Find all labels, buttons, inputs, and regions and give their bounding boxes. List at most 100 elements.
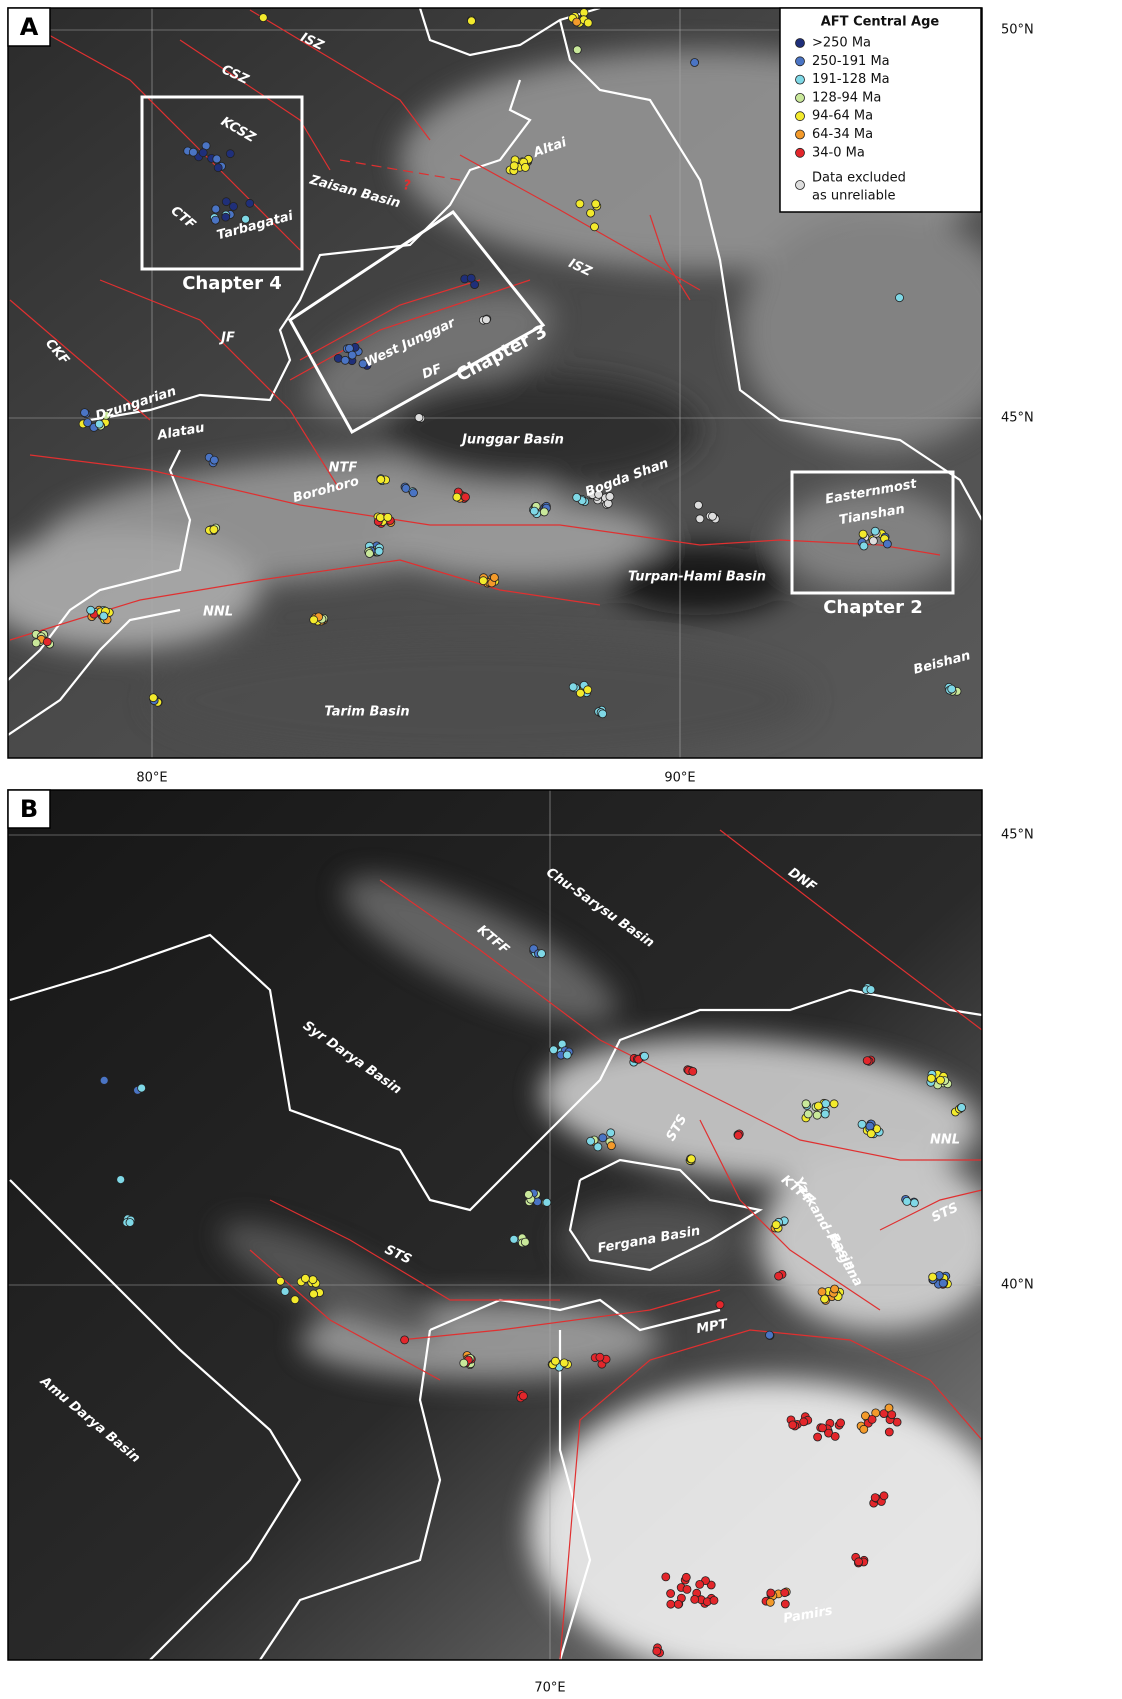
sample-point: [869, 537, 877, 545]
map-label: JF: [218, 331, 235, 346]
legend-swatch: [796, 181, 805, 190]
sample-point: [366, 550, 374, 558]
sample-point: [126, 1219, 134, 1227]
sample-point: [716, 1301, 724, 1309]
sample-point: [213, 155, 221, 163]
sample-point: [309, 1276, 317, 1284]
sample-point: [189, 148, 197, 156]
sample-point: [819, 1424, 827, 1432]
map-label: Tarim Basin: [324, 705, 409, 720]
sample-point: [958, 1104, 966, 1112]
sample-point: [87, 606, 95, 614]
map-label: NNL: [930, 1133, 960, 1148]
sample-point: [599, 1134, 607, 1142]
sample-point: [863, 1057, 871, 1065]
sample-point: [821, 1295, 829, 1303]
sample-point: [384, 513, 392, 521]
sample-point: [117, 1176, 125, 1184]
map-label: NNL: [203, 605, 233, 620]
sample-point: [822, 1100, 830, 1108]
sample-point: [569, 683, 577, 691]
map-label: Turpan-Hami Basin: [628, 570, 766, 585]
sample-point: [800, 1418, 808, 1426]
sample-point: [789, 1421, 797, 1429]
sample-point: [341, 356, 349, 364]
sample-point: [587, 209, 595, 217]
sample-point: [696, 1580, 704, 1588]
legend-label: 34-0 Ma: [812, 145, 865, 160]
legend-label: 191-128 Ma: [812, 72, 890, 87]
sample-point: [81, 409, 89, 417]
sample-point: [694, 501, 702, 509]
sample-point: [821, 1110, 829, 1118]
latitude-label: 45°N: [1001, 828, 1034, 843]
legend-label: >250 Ma: [812, 36, 871, 51]
sample-point: [510, 1235, 518, 1243]
latitude-label: 50°N: [1001, 23, 1034, 38]
sample-point: [521, 163, 529, 171]
sample-point: [867, 1130, 875, 1138]
sample-point: [903, 1197, 911, 1205]
sample-point: [573, 493, 581, 501]
legend-label: 64-34 Ma: [812, 127, 873, 142]
sample-point: [606, 493, 614, 501]
sample-point: [573, 18, 581, 26]
sample-point: [674, 1600, 682, 1608]
sample-point: [415, 414, 423, 422]
sample-point: [462, 493, 470, 501]
sample-point: [210, 526, 218, 534]
sample-point: [767, 1589, 775, 1597]
sample-point: [948, 685, 956, 693]
sample-point: [837, 1419, 845, 1427]
figure: AB50°N45°N45°N40°N80°E90°E70°ECSZISZKCSZ…: [0, 0, 1122, 1699]
sample-point: [604, 500, 612, 508]
sample-point: [689, 1067, 697, 1075]
sample-point: [880, 1492, 888, 1500]
sample-point: [830, 1100, 838, 1108]
sample-point: [573, 46, 581, 54]
map-label: ?: [403, 179, 411, 194]
sample-point: [781, 1600, 789, 1608]
sample-point: [540, 508, 548, 516]
sample-point: [584, 686, 592, 694]
sample-point: [490, 574, 498, 582]
sample-point: [641, 1052, 649, 1060]
sample-point: [584, 19, 592, 27]
sample-point: [667, 1590, 675, 1598]
longitude-label: 80°E: [136, 771, 167, 786]
sample-point: [868, 1415, 876, 1423]
sample-point: [576, 689, 584, 697]
map-label: NTF: [329, 461, 358, 476]
sample-point: [591, 223, 599, 231]
sample-point: [929, 1273, 937, 1281]
legend-swatch: [796, 130, 805, 139]
sample-point: [691, 1595, 699, 1603]
sample-point: [687, 1155, 695, 1163]
map-label: Chapter 2: [823, 597, 923, 618]
legend-swatch: [796, 93, 805, 102]
page: {"panels": [ {"letter": "A", "lat_labels…: [0, 0, 1122, 1699]
sample-point: [259, 14, 267, 22]
sample-point: [530, 507, 538, 515]
sample-point: [149, 694, 157, 702]
sample-point: [596, 1353, 604, 1361]
longitude-label: 70°E: [534, 1681, 565, 1696]
sample-point: [377, 476, 385, 484]
sample-point: [310, 616, 318, 624]
sample-point: [734, 1131, 742, 1139]
sample-point: [538, 950, 546, 958]
sample-point: [802, 1100, 810, 1108]
sample-point: [563, 1051, 571, 1059]
sample-point: [199, 149, 207, 157]
legend-swatch: [796, 75, 805, 84]
sample-point: [696, 515, 704, 523]
sample-point: [814, 1102, 822, 1110]
legend-swatch: [796, 57, 805, 66]
sample-point: [607, 1142, 615, 1150]
sample-point: [453, 493, 461, 501]
sample-point: [859, 530, 867, 538]
sample-point: [375, 547, 383, 555]
sample-point: [592, 200, 600, 208]
sample-point: [348, 351, 356, 359]
sample-point: [867, 986, 875, 994]
